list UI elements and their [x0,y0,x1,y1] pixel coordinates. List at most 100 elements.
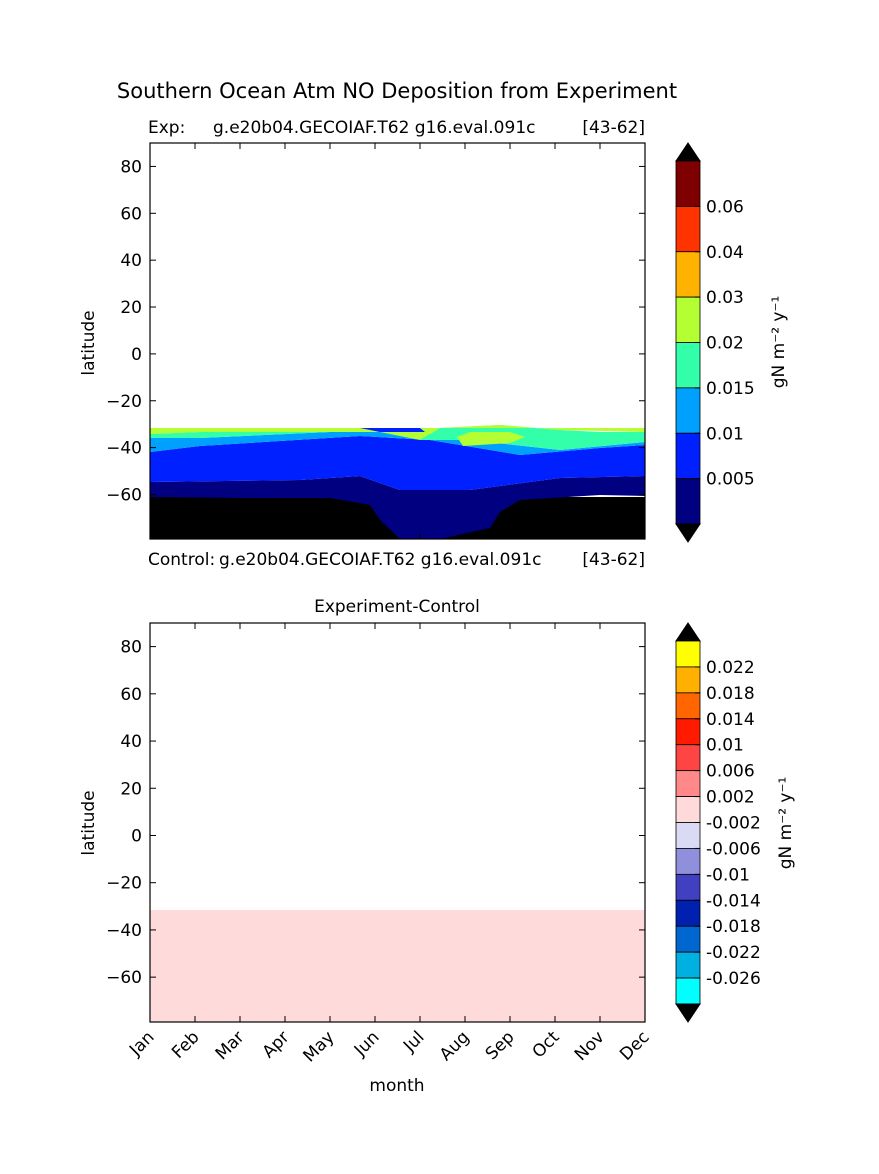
exp-colorbar-tick-label: 0.04 [706,243,744,263]
diff-colorbar-segment [675,899,701,927]
figure-title: Southern Ocean Atm NO Deposition from Ex… [117,79,677,103]
diff-ytick-label: −20 [106,874,142,894]
diff-xtick-label: Nov [571,1027,609,1065]
diff-colorbar-segment [675,848,701,875]
exp-colorbar-segment [675,251,701,298]
control-label: Control: [148,550,215,570]
diff-colorbar-tick-label: 0.014 [706,710,755,730]
exp-years-label: [43-62] [582,118,645,138]
diff-colorbar-segment [675,666,701,694]
diff-colorbar-tick-label: 0.022 [706,658,755,678]
diff-xtick-label: Sep [482,1027,519,1064]
diff-colorbar-tick-label: 0.018 [706,684,755,704]
exp-colorbar-segment [675,160,701,207]
diff-colorbar-segment [675,822,701,849]
exp-colorbar-label: gN m⁻² y⁻¹ [769,296,789,389]
exp-colorbar-segment [675,296,701,343]
exp-colorbar-segment [675,478,701,525]
exp-ytick-label: 20 [120,298,142,318]
exp-colorbar-segment [675,205,701,253]
diff-colorbar-tick-label: 0.01 [706,736,744,756]
diff-ytick-label: 20 [120,779,142,799]
exp-ytick-label: −20 [106,392,142,412]
diff-colorbar-segment [675,640,701,668]
diff-colorbar-segment [675,770,701,797]
diff-colorbar-segment [675,744,701,772]
diff-colorbar-segment [675,977,701,1005]
exp-colorbar-under [675,523,701,543]
diff-colorbar-tick-label: -0.006 [706,839,761,859]
diff-colorbar-tick-label: 0.002 [706,788,755,808]
diff-colorbar-tick-label: -0.022 [706,943,761,963]
exp-colorbar-segment [675,342,701,389]
exp-ytick-label: −60 [106,485,142,505]
exp-ytick-label: 80 [120,157,142,177]
diff-colorbar-tick-label: -0.002 [706,814,761,834]
exp-colorbar-tick-label: 0.01 [706,424,744,444]
diff-ytick-label: 60 [120,685,142,705]
contour-level-0-005 [150,476,645,539]
contour-level-0-015 [150,432,645,455]
diff-axes-frame [149,622,646,1023]
exp-ytick-label: 0 [131,345,142,365]
exp-contour-field [150,425,645,539]
diff-ytick-label: 40 [120,732,142,752]
diff-xtick-label: Oct [529,1027,564,1062]
diff-colorbar-tick-label: 0.006 [706,762,755,782]
diff-colorbar-segment [675,873,701,901]
diff-colorbar-segment [675,718,701,746]
diff-xtick-label: May [300,1027,339,1066]
diff-xtick-label: Feb [168,1027,203,1062]
contour-level-0-02 [420,425,645,450]
experiment-panel: Exp: g.e20b04.GECOIAF.T62 g16.eval.091c … [79,118,789,543]
control-case-label: g.e20b04.GECOIAF.T62 g16.eval.091c [219,550,541,570]
diff-xtick-label: Jan [125,1027,158,1060]
exp-axes-frame [149,142,646,540]
contour-level-0-01 [150,436,645,490]
diff-y-axis-label: latitude [79,790,99,855]
diff-colorbar-under [675,1003,701,1023]
diff-colorbar-tick-label: -0.014 [706,891,761,911]
diff-ytick-label: −40 [106,921,142,941]
diff-colorbar-tick-label: -0.01 [706,865,750,885]
diff-colorbar-tick-label: -0.018 [706,917,761,937]
exp-colorbar-tick-label: 0.06 [706,197,744,217]
diff-contour-fill [150,910,645,1022]
diff-colorbar-over [675,622,701,642]
diff-colorbar-label: gN m⁻² y⁻¹ [776,777,796,870]
diff-xtick-label: Mar [212,1027,249,1064]
diff-y-ticks: 80 60 40 20 0 −20 −40 −60 [106,638,645,988]
exp-ytick-label: −40 [106,439,142,459]
diff-xtick-label: Jun [350,1027,384,1061]
contour-level-0-03 [457,432,525,446]
exp-colorbar-segment [675,432,701,480]
exp-case-label: g.e20b04.GECOIAF.T62 g16.eval.091c [213,118,535,138]
exp-colorbar-segment [675,387,701,434]
exp-label: Exp: [148,118,185,138]
exp-y-ticks: 80 60 40 20 0 −20 −40 −60 [106,143,646,539]
diff-ytick-label: 0 [131,826,142,846]
diff-xtick-label: Jul [399,1027,428,1056]
diff-colorbar-segment [675,925,701,953]
diff-ytick-label: 80 [120,638,142,658]
diff-x-axis-label: month [369,1076,424,1096]
diff-colorbar: 0.022 0.018 0.014 0.01 0.006 0.002 -0.002 -0.00… [675,622,761,1023]
exp-colorbar-tick-label: 0.005 [706,470,755,490]
diff-title: Experiment-Control [314,597,480,617]
exp-colorbar: 0.06 0.04 0.03 0.02 0.015 0.01 0.005 [675,142,755,543]
contour-level-0-03-band [150,425,645,440]
contour-level-top-mid [360,428,425,432]
diff-colorbar-tick-label: -0.026 [706,969,761,989]
exp-y-axis-label: latitude [79,310,99,375]
exp-colorbar-tick-label: 0.015 [706,379,755,399]
exp-colorbar-tick-label: 0.03 [706,288,744,308]
exp-ytick-label: 60 [120,204,142,224]
diff-colorbar-segment [675,692,701,720]
diff-colorbar-segment [675,951,701,979]
exp-colorbar-over [675,142,701,162]
contour-level-0-02-inner [150,432,330,438]
diff-xtick-label: Apr [259,1027,294,1062]
control-years-label: [43-62] [582,550,645,570]
diff-ytick-label: −60 [106,968,142,988]
